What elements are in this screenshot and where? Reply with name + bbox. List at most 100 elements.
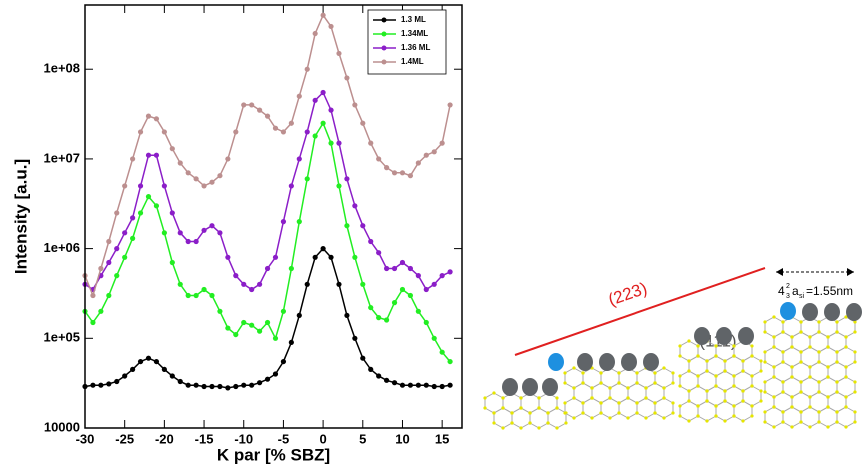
data-point (257, 281, 263, 287)
lattice-atom (626, 416, 630, 420)
data-point (376, 373, 382, 379)
lattice-atom (653, 401, 657, 405)
lattice-atom (799, 330, 803, 334)
step-atom (780, 302, 796, 320)
adatom (824, 303, 840, 321)
x-tick-label: -10 (234, 431, 253, 446)
data-point (233, 129, 239, 135)
data-point (185, 382, 191, 388)
lattice-atom (781, 380, 785, 384)
lattice-atom (662, 416, 666, 420)
lattice-atom (546, 421, 550, 425)
data-point (233, 273, 239, 279)
lattice-atom (528, 421, 532, 425)
data-point (201, 286, 207, 293)
lattice-atom (835, 360, 839, 364)
lattice-atom (763, 410, 767, 414)
data-point (257, 107, 263, 113)
lattice-atom (696, 374, 700, 378)
lattice-atom (714, 404, 718, 408)
lattice-atom (671, 401, 675, 405)
data-point (344, 176, 350, 182)
data-point (130, 235, 136, 241)
lattice-atom (781, 390, 785, 394)
data-point (225, 325, 231, 331)
data-point (177, 160, 183, 166)
lattice-atom (817, 330, 821, 334)
lattice-cell (511, 407, 531, 429)
data-point (304, 66, 310, 72)
lattice-atom (572, 366, 576, 370)
data-point (233, 383, 239, 390)
lattice-atom (714, 414, 718, 418)
lattice-cell (547, 407, 567, 429)
lattice-atom (817, 390, 821, 394)
data-point (296, 312, 302, 319)
lattice-atom (555, 396, 559, 400)
data-point (391, 265, 398, 272)
lattice-atom (808, 365, 812, 369)
lattice-atom (492, 411, 496, 415)
lattice-atom (581, 381, 585, 385)
data-point (272, 254, 279, 260)
lattice-cell (582, 397, 602, 419)
data-point (264, 265, 271, 272)
lattice-atom (653, 371, 657, 375)
lattice-atom (853, 350, 857, 354)
data-point (407, 382, 414, 388)
lattice-atom (564, 421, 568, 425)
lattice-atom (581, 371, 585, 375)
data-point (296, 93, 302, 99)
adatom (577, 353, 593, 371)
lattice-atom (808, 395, 812, 399)
data-point (360, 355, 366, 361)
lattice-atom (799, 320, 803, 324)
data-point (130, 215, 136, 221)
lattice-atom (781, 350, 785, 354)
lattice-atom (662, 386, 666, 390)
data-point (407, 265, 414, 272)
lattice-atom (501, 396, 505, 400)
y-axis-label: Intensity [a.u.] (11, 159, 30, 274)
lattice-atom (563, 411, 567, 415)
data-point (114, 378, 120, 385)
lattice-atom (644, 386, 648, 390)
data-point (122, 230, 128, 236)
lattice-atom (572, 416, 576, 420)
lattice-atom (705, 419, 709, 423)
data-point (264, 319, 271, 326)
lattice-atom (763, 350, 767, 354)
lattice-atom (741, 399, 745, 403)
data-point (296, 219, 302, 225)
adatom (802, 303, 818, 321)
x-tick-label: 0 (319, 431, 326, 446)
lattice-atom (510, 421, 514, 425)
data-point (177, 230, 183, 236)
data-point (312, 254, 318, 260)
lattice-atom (546, 411, 550, 415)
data-point (122, 183, 128, 189)
lattice-atom (714, 384, 718, 388)
data-point (161, 183, 167, 189)
data-point (90, 292, 96, 299)
lattice-atom (732, 384, 736, 388)
data-point (272, 371, 279, 377)
lattice-atom (750, 384, 754, 388)
lattice-atom (492, 421, 496, 425)
lattice-atom (696, 414, 700, 418)
lattice-atom (705, 389, 709, 393)
data-point (193, 382, 199, 388)
plane-label: (223) (606, 279, 650, 310)
data-point (376, 156, 382, 162)
data-point (201, 227, 207, 233)
data-point (439, 349, 445, 355)
lattice-atom (678, 414, 682, 418)
lattice-atom (772, 365, 776, 369)
data-point (368, 366, 374, 373)
data-point (161, 366, 167, 373)
data-point (328, 23, 334, 30)
data-point (391, 300, 398, 306)
lattice-atom (759, 359, 763, 363)
lattice-atom (581, 401, 585, 405)
x-tick-label: 5 (359, 431, 366, 446)
